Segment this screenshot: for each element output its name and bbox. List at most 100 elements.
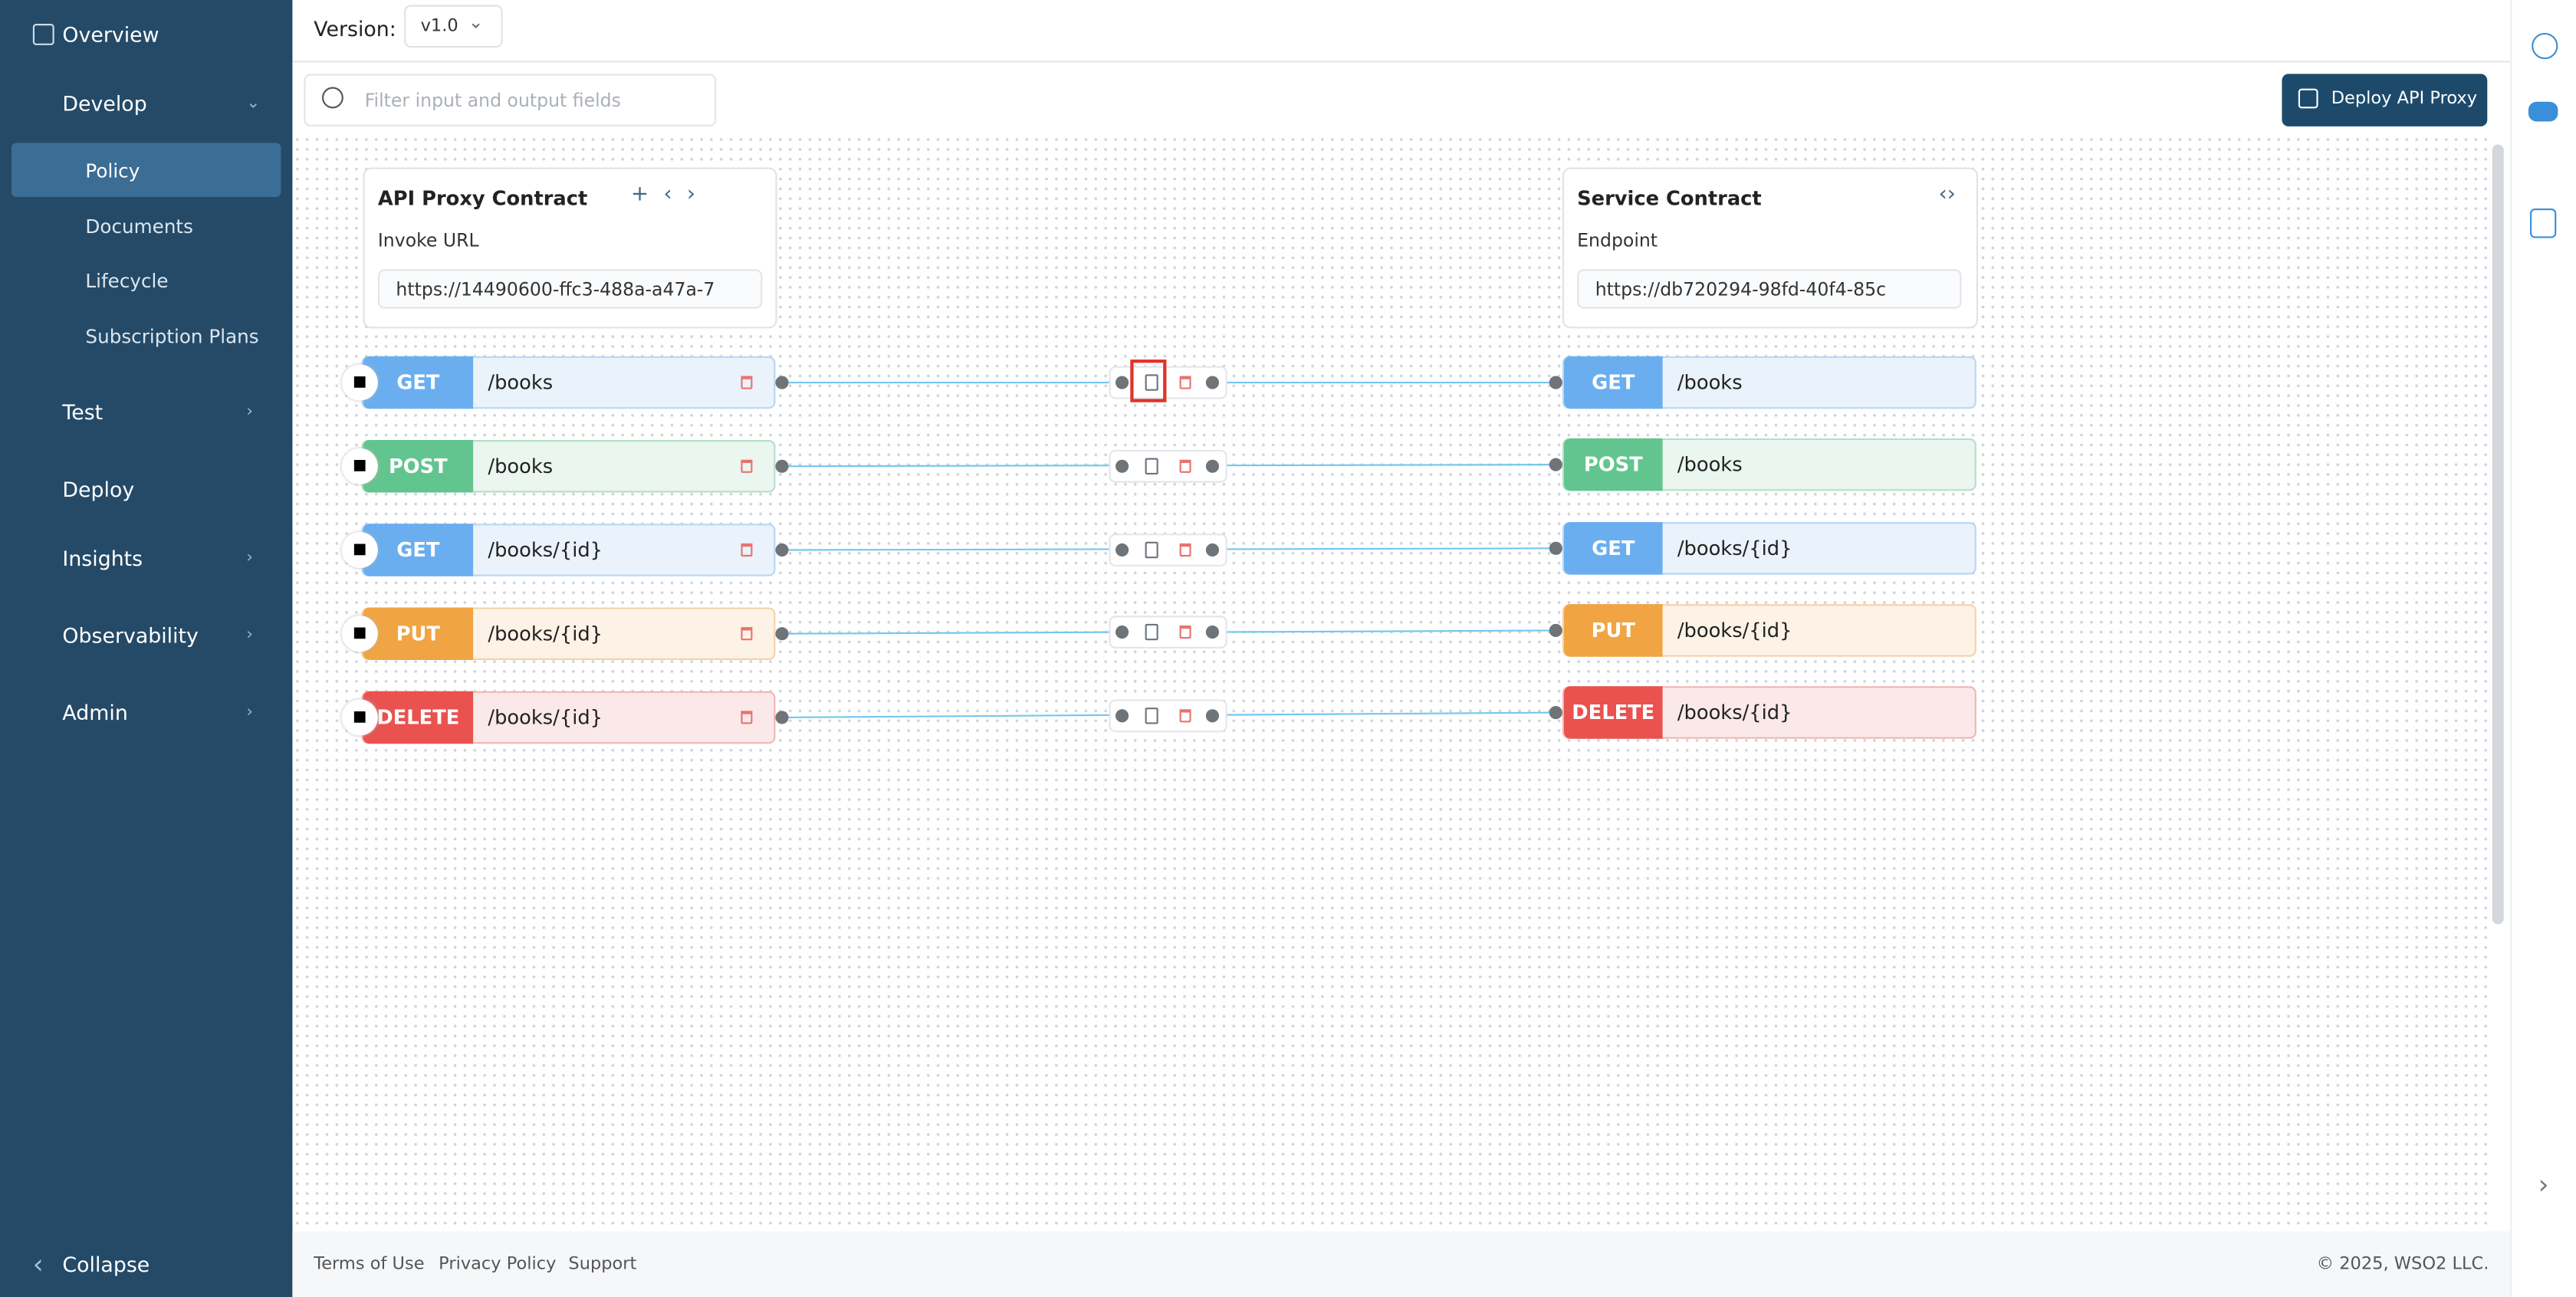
lock[interactable]: ■ [341,616,378,652]
port[interactable] [1205,458,1220,472]
port[interactable] [1205,708,1220,722]
policy-box [1109,448,1227,482]
url-label: Endpoint [1577,229,1658,251]
port[interactable] [1116,458,1129,472]
proxy-operation[interactable]: PUT/books/{id} [361,607,776,661]
search-placeholder: Filter input and output fields [364,90,621,112]
port[interactable] [775,627,789,641]
port[interactable] [775,376,789,389]
icon[interactable] [2532,32,2558,60]
url-field[interactable]: https://db720294-98fd-40f4-85c [1577,269,1962,309]
footer: Terms of Use Privacy Policy Support © 20… [292,1231,2511,1297]
connector-line [781,465,1122,468]
connector-line [1212,711,1556,716]
port[interactable] [775,543,789,557]
connector-line [781,548,1122,551]
version-select[interactable]: v1.0 ⌄ [404,5,503,48]
connector-line [781,714,1122,719]
delete-icon[interactable] [1179,708,1191,722]
policy-icon[interactable] [1145,457,1158,474]
service-operation[interactable]: GET/books [1562,356,1976,409]
path: /books/{id} [1677,619,1792,642]
port[interactable] [1116,626,1129,639]
proxy-operation[interactable]: DELETE/books/{id} [361,691,776,744]
port[interactable] [1205,376,1220,389]
path: /books/{id} [1677,701,1792,724]
delete-icon[interactable] [1179,376,1191,389]
port[interactable] [1116,542,1129,556]
delete-icon[interactable] [741,543,753,557]
icon [32,24,54,45]
nav-item[interactable]: Overview [62,21,159,48]
scrollbar[interactable] [2492,144,2504,924]
path: /books/{id} [488,622,603,645]
connector-line [1212,547,1556,550]
port[interactable] [1549,541,1562,555]
footer-link[interactable]: Terms of Use [314,1254,425,1275]
port[interactable] [1549,705,1562,720]
path: /books [488,455,554,478]
service-operation[interactable]: DELETE/books/{id} [1562,686,1976,739]
delete-icon[interactable] [741,459,753,473]
lock[interactable]: ■ [341,699,378,736]
nav-item[interactable]: Insights [62,546,143,571]
port[interactable] [1549,376,1562,389]
nav-item[interactable]: Observability [62,622,199,648]
delete-icon[interactable] [1179,626,1191,639]
deploy-button[interactable]: Deploy API Proxy [2282,74,2488,126]
service-operation[interactable]: PUT/books/{id} [1562,604,1976,657]
lock[interactable]: ■ [341,448,378,484]
port[interactable] [1549,458,1562,471]
method: PUT [363,607,474,661]
policy-icon[interactable] [1145,540,1158,558]
chevron: ⌄ [246,94,261,113]
nav-item[interactable]: Deploy [62,477,135,502]
nav-item[interactable]: Lifecycle [85,269,169,293]
code-icon[interactable]: ‹› [1938,182,1956,207]
search-box[interactable]: Filter input and output fields [304,74,717,126]
delete-icon[interactable] [1179,458,1191,472]
delete-icon[interactable] [1179,542,1191,556]
port[interactable] [1116,376,1129,389]
path: /books/{id} [1677,537,1792,560]
nav-item[interactable]: Admin [62,700,128,725]
expand[interactable]: › [2538,1168,2549,1200]
nav-item[interactable]: Develop [62,90,147,116]
url-field[interactable]: https://14490600-ffc3-488a-a47a-7 [377,269,763,309]
port[interactable] [775,711,789,724]
policy-icon[interactable] [1145,623,1158,641]
port[interactable] [1116,708,1129,722]
nav-item[interactable]: Test [62,399,104,425]
port[interactable] [1205,542,1220,556]
policy-icon[interactable] [1145,707,1158,724]
chevron: › [246,703,254,722]
port[interactable] [1549,623,1562,638]
delete-icon[interactable] [741,376,753,389]
icon[interactable] [2528,101,2558,122]
url: https://14490600-ffc3-488a-a47a-7 [396,279,715,300]
port[interactable] [1205,626,1220,639]
footer-link[interactable]: Support [568,1254,637,1275]
proxy-operation[interactable]: GET/books/{id} [361,524,776,576]
lock[interactable]: ■ [341,364,378,401]
nav-item[interactable]: Documents [85,215,193,238]
highlight [1130,360,1167,402]
service-operation[interactable]: GET/books/{id} [1562,522,1976,575]
policy-icon[interactable] [1145,374,1158,391]
delete-icon[interactable] [741,627,753,641]
card-actions[interactable]: +‹› [630,182,711,207]
delete-icon[interactable] [741,711,753,724]
method: DELETE [1564,686,1663,739]
footer-link[interactable]: Privacy Policy [439,1254,557,1275]
icon[interactable] [2530,209,2557,238]
lock[interactable]: ■ [341,531,378,569]
service-operation[interactable]: POST/books [1562,438,1976,491]
proxy-operation[interactable]: GET/books [361,356,776,409]
proxy-operation[interactable]: POST/books [361,440,776,493]
nav-item[interactable]: Subscription Plans [85,325,259,349]
collapse[interactable]: Collapse [62,1252,150,1277]
path: /books [1677,453,1743,477]
port[interactable] [775,459,789,473]
nav-item[interactable]: Policy [85,159,140,182]
